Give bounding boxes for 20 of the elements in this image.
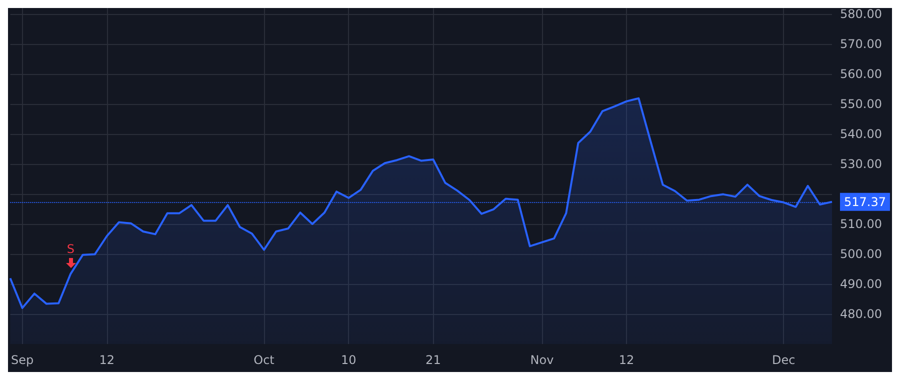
x-tick-label: 12	[99, 353, 115, 367]
y-tick-label: 570.00	[840, 37, 882, 51]
y-tick-label: 560.00	[840, 67, 882, 81]
y-tick-label: 500.00	[840, 247, 882, 261]
x-tick-label: 21	[426, 353, 441, 367]
y-tick-label: 550.00	[840, 97, 882, 111]
x-tick-label: Oct	[254, 353, 275, 367]
y-tick-label: 490.00	[840, 277, 882, 291]
x-tick-label: Nov	[530, 353, 554, 367]
y-tick-label: 510.00	[840, 217, 882, 231]
y-tick-label: 480.00	[840, 307, 882, 321]
y-tick-label: 530.00	[840, 157, 882, 171]
y-tick-label: 580.00	[840, 7, 882, 21]
x-tick-label: Dec	[772, 353, 796, 367]
x-tick-label: Sep	[10, 353, 34, 367]
ref-line-label: 517.37	[844, 194, 886, 209]
annotation: S	[66, 242, 76, 256]
x-tick-label: 12	[618, 353, 634, 367]
y-tick-label: 540.00	[840, 127, 882, 141]
x-tick-label: 10	[340, 353, 356, 367]
